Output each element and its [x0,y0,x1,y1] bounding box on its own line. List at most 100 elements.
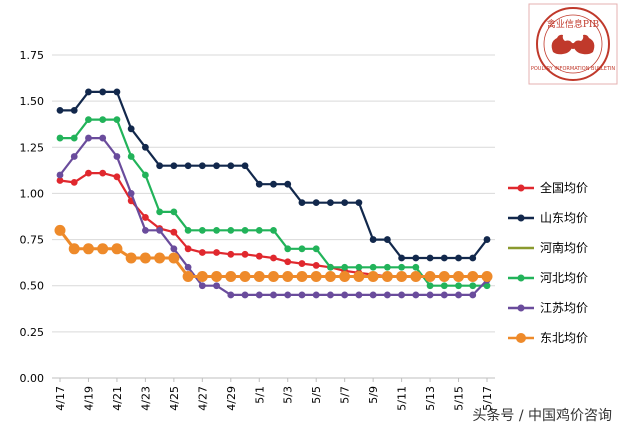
data-point [198,162,206,170]
data-point [156,226,164,234]
data-point [426,254,434,262]
data-point [383,263,391,271]
legend-label: 东北均价 [540,331,588,345]
legend-item: 山东均价 [508,211,588,225]
data-point [184,162,192,170]
data-point [455,282,462,290]
data-point [438,270,450,282]
data-point [327,199,334,207]
data-point [170,228,178,236]
data-point [156,208,164,216]
x-tick-label: 5/1 [253,386,266,404]
data-point [412,254,420,262]
series-1 [56,88,491,262]
data-point [339,270,351,282]
data-point [213,226,220,234]
data-point [398,254,405,262]
data-point [270,254,277,262]
data-point [298,199,306,207]
data-point [440,291,448,299]
data-point [469,291,477,299]
data-point [255,226,263,234]
data-point [154,252,166,264]
data-point [227,226,235,234]
data-point [198,249,206,256]
series-3 [56,116,491,290]
data-point [198,226,206,234]
legend-swatch-marker [517,184,525,192]
x-tick-label: 4/27 [196,386,209,411]
data-point [327,263,334,271]
data-point [270,180,277,188]
publisher-seal: 禽业信息PIB POULTRY INFORMATION BULLETIN [528,3,618,85]
data-point [412,291,420,299]
data-point [127,125,135,133]
data-point [369,291,377,299]
data-point [227,250,235,258]
legend-item: 江苏均价 [508,301,588,315]
legend-item: 全国均价 [508,180,588,195]
data-point [196,270,208,282]
y-tick-label: 1.25 [20,141,45,154]
y-tick-label: 1.00 [20,187,45,200]
data-point [198,282,206,290]
data-point [139,252,151,264]
data-point [410,270,422,282]
data-point [341,199,349,207]
data-point [113,88,121,96]
data-point [56,106,64,114]
data-point [142,171,149,179]
data-point [455,254,462,262]
data-point [284,258,292,266]
data-point [213,249,220,256]
data-point [85,134,92,142]
data-point [483,282,491,290]
data-point [426,282,434,290]
data-point [455,291,462,299]
data-point [440,254,448,262]
x-tick-label: 4/19 [82,386,95,411]
data-point [211,270,223,282]
y-tick-label: 0.25 [20,326,45,339]
data-point [184,245,192,253]
legend-label: 山东均价 [540,211,588,225]
data-point [268,270,279,282]
y-tick-label: 1.75 [20,49,45,62]
legend-swatch-marker [517,214,525,222]
data-point [324,270,336,282]
y-axis-tick-labels: 0.00 0.25 0.50 0.75 1.00 1.25 1.50 1.75 [20,49,45,385]
data-point [113,173,121,181]
series-5 [54,224,493,282]
data-point [298,245,306,253]
data-point [142,143,149,151]
data-point [483,236,491,243]
data-point [241,162,249,170]
data-point [310,270,322,282]
data-point [213,282,220,290]
data-point [241,291,249,299]
data-point [282,270,294,282]
data-point [99,169,107,177]
data-point [54,224,66,236]
data-point [341,263,349,271]
data-point [225,270,237,282]
data-point [85,116,92,123]
data-point [213,162,220,170]
x-tick-label: 5/5 [310,386,323,404]
data-point [398,291,405,299]
data-point [367,270,379,282]
data-point [284,180,292,188]
data-point [184,226,192,234]
data-point [383,291,391,299]
data-point [125,252,137,264]
data-point [56,177,64,184]
data-point [253,270,265,282]
data-point [70,178,78,186]
data-point [312,291,320,299]
x-tick-label: 5/3 [282,386,295,404]
data-point [170,208,178,216]
data-point [111,243,123,255]
data-point [312,262,320,269]
